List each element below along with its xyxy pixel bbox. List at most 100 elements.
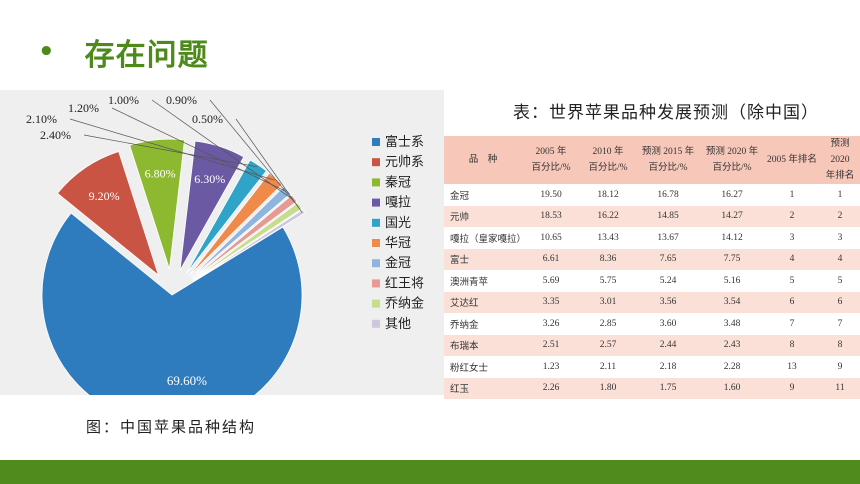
legend-swatch (372, 299, 380, 308)
table-header-cell: 品 种 (468, 155, 498, 165)
table-cell: 3.56 (659, 297, 677, 308)
footer-bar (0, 460, 860, 484)
table-cell: 9 (837, 361, 843, 372)
legend-swatch (372, 178, 380, 187)
pie-slice (193, 209, 306, 282)
leader-line (111, 107, 287, 192)
table-cell: 5 (789, 275, 795, 286)
figure-caption: 图：中国苹果品种结构 (86, 418, 257, 436)
variety-name-cell: 金冠 (450, 191, 470, 202)
table-cell: 7 (789, 318, 795, 329)
table-cell: 9 (789, 383, 795, 394)
table-row: 乔纳金 3.26 2.85 3.60 3.48 7 7 (444, 313, 860, 335)
table-cell: 16.22 (597, 211, 619, 222)
pie-slice (186, 159, 267, 274)
legend-label: 金冠 (385, 255, 411, 271)
table-row: 富士 6.61 8.36 7.65 7.75 4 4 (444, 248, 860, 270)
pie-slice (193, 202, 303, 281)
legend-label: 其他 (385, 317, 411, 332)
table-cell: 14.27 (721, 211, 743, 222)
table-cell: 2.11 (599, 361, 617, 372)
legend-swatch (372, 259, 380, 268)
table-header-cell: 2010 年百分比/% (588, 147, 628, 173)
table-cell: 2.57 (599, 340, 617, 351)
variety-name-cell: 乔纳金 (450, 320, 479, 331)
table-cell: 3 (789, 232, 795, 243)
slice-label: 9.20% (89, 189, 120, 203)
legend-swatch (372, 138, 380, 146)
table-cell: 14.85 (657, 211, 679, 222)
legend-label: 红王将 (385, 275, 424, 291)
legend-label: 乔纳金 (385, 296, 424, 312)
legend-label: 富士系 (385, 134, 424, 150)
legend-swatch (372, 158, 380, 167)
table-cell: 2.51 (542, 340, 560, 351)
table-row: 嘎拉（皇家嘎拉） 10.65 13.43 13.67 14.12 3 3 (444, 227, 860, 249)
legend-label: 秦冠 (385, 175, 411, 190)
slice-label: 1.00% (108, 93, 139, 107)
variety-name-cell: 澳洲青苹 (450, 277, 489, 288)
table-header-cell: 2005 年排名 (767, 155, 817, 165)
table-row: 红玉 2.26 1.80 1.75 1.60 9 11 (444, 377, 860, 399)
slide-title: 存在问题 (84, 38, 209, 73)
table-cell: 3.60 (659, 318, 677, 329)
legend-swatch (372, 218, 380, 227)
table-cell: 2.43 (723, 340, 741, 351)
legend-swatch (372, 198, 380, 207)
slice-label: 69.60% (167, 373, 207, 388)
table-cell: 1.80 (599, 383, 617, 394)
legend-swatch (372, 239, 380, 247)
legend-label: 嘎拉 (385, 196, 411, 211)
table-row: 粉红女士 1.23 2.11 2.18 2.28 13 9 (444, 356, 860, 378)
table-header-cell: 预测 2020 年排名 (825, 139, 855, 181)
table-cell: 1 (837, 189, 843, 200)
slice-label: 0.90% (166, 93, 197, 107)
variety-name-cell: 富士 (450, 256, 470, 267)
legend-label: 华冠 (385, 236, 411, 251)
pie-slice (56, 150, 160, 277)
table-header-cell: 预测 2020 年百分比/% (705, 147, 759, 173)
table-cell: 13.67 (657, 232, 679, 243)
legend-swatch (372, 279, 380, 288)
table-caption: 表：世界苹果品种发展预测（除中国） (513, 103, 819, 123)
leader-line (209, 99, 299, 208)
table-cell: 18.53 (540, 211, 562, 222)
table-row: 金冠 19.50 18.12 16.78 16.27 1 1 (444, 184, 860, 206)
table-cell: 11 (835, 383, 845, 394)
pie-slice (41, 212, 303, 395)
table-cell: 13 (787, 361, 797, 372)
table-row: 布瑞本 2.51 2.57 2.44 2.43 8 8 (444, 334, 860, 356)
table-cell: 6 (789, 297, 795, 308)
table-cell: 16.78 (657, 189, 679, 200)
leader-line (235, 118, 303, 213)
variety-name-cell: 嘎拉（皇家嘎拉） (450, 234, 522, 245)
table-cell: 2 (789, 211, 795, 222)
slice-label: 2.10% (26, 112, 57, 126)
table-cell: 1.23 (542, 361, 560, 372)
table-header-cell: 预测 2015 年百分比/% (641, 147, 695, 173)
table-cell: 6.61 (542, 254, 560, 265)
title-bullet: • (38, 37, 55, 67)
table-row: 元帅 18.53 16.22 14.85 14.27 2 2 (444, 205, 860, 227)
table-cell: 2.28 (723, 361, 741, 372)
table-cell: 8.36 (599, 254, 617, 265)
table-cell: 5.69 (542, 275, 560, 286)
table-cell: 18.12 (597, 189, 619, 200)
variety-name-cell: 粉红女士 (450, 363, 489, 374)
pie-slice (192, 194, 298, 280)
table-cell: 3.26 (542, 318, 560, 329)
table-cell: 5.75 (599, 275, 617, 286)
table-cell: 5 (837, 275, 843, 286)
table-cell: 2.26 (542, 383, 560, 394)
table-cell: 2 (837, 211, 843, 222)
slice-label: 0.50% (192, 112, 223, 126)
pie-slice (129, 138, 185, 270)
table-cell: 2.44 (659, 340, 677, 351)
variety-forecast-table: 品 种 2005 年百分比/% 2010 年百分比/% 预测 2015 年百分比/% 预… (444, 136, 860, 399)
table-cell: 3.54 (723, 297, 741, 308)
table-cell: 7 (837, 318, 843, 329)
table-header-row: 品 种 2005 年百分比/% 2010 年百分比/% 预测 2015 年百分比/% 预… (444, 136, 860, 184)
slice-label: 6.30% (194, 172, 225, 186)
table-row: 艾达红 3.35 3.01 3.56 3.54 6 6 (444, 291, 860, 313)
legend-swatch (372, 319, 380, 328)
